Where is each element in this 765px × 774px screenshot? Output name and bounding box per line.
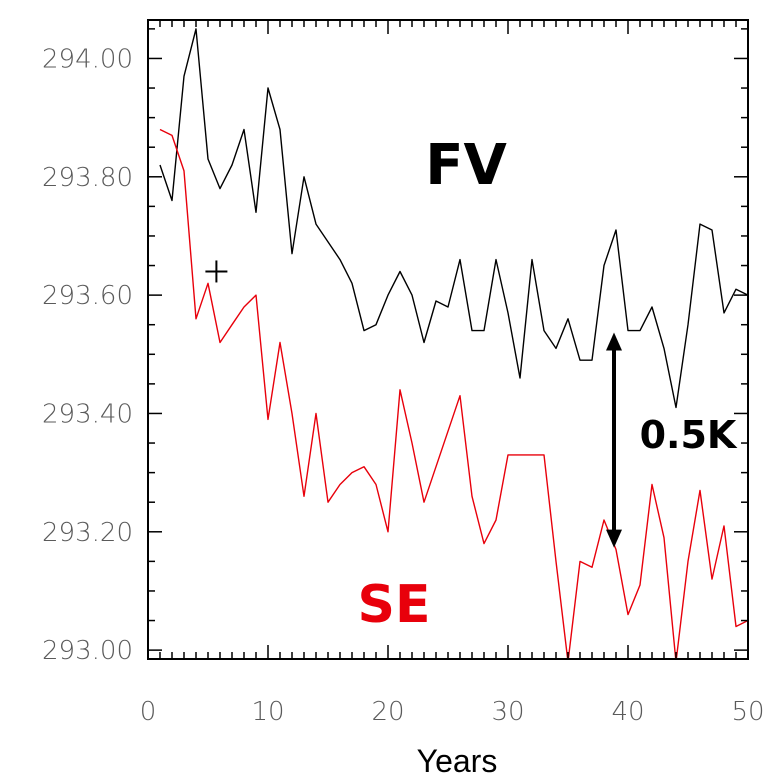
series-layer bbox=[159, 28, 748, 659]
plot-frame bbox=[147, 19, 749, 660]
x-tick-label: 10 bbox=[251, 697, 284, 727]
fv-label: FV bbox=[425, 133, 507, 198]
se-label: SE bbox=[358, 575, 431, 635]
x-tick-label: 50 bbox=[731, 697, 764, 727]
y-tick-label: 293.20 bbox=[42, 518, 133, 548]
x-tick-label: 40 bbox=[611, 697, 644, 727]
ticks-layer: 0 10 20 30 40 50 293.00 293.20 293.40 293.60 293.8… bbox=[42, 20, 765, 727]
y-tick-label: 293.80 bbox=[42, 163, 133, 193]
y-tick-label: 293.60 bbox=[42, 281, 133, 311]
series-line-se bbox=[159, 128, 748, 659]
x-axis-label: Years bbox=[417, 743, 498, 774]
series-line-fv bbox=[159, 28, 748, 409]
annotations-layer bbox=[205, 260, 622, 548]
x-tick-label: 30 bbox=[491, 697, 524, 727]
y-tick-label: 294.00 bbox=[42, 44, 133, 74]
axes-layer bbox=[147, 19, 749, 660]
delta-arrow-head-bottom bbox=[606, 529, 622, 548]
x-tick-label: 0 bbox=[140, 697, 157, 727]
y-tick-label: 293.40 bbox=[42, 399, 133, 429]
x-tick-label: 20 bbox=[371, 697, 404, 727]
delta-label: 0.5K bbox=[640, 413, 738, 457]
delta-arrow-head-top bbox=[606, 332, 622, 351]
y-tick-label: 293.00 bbox=[42, 636, 133, 666]
